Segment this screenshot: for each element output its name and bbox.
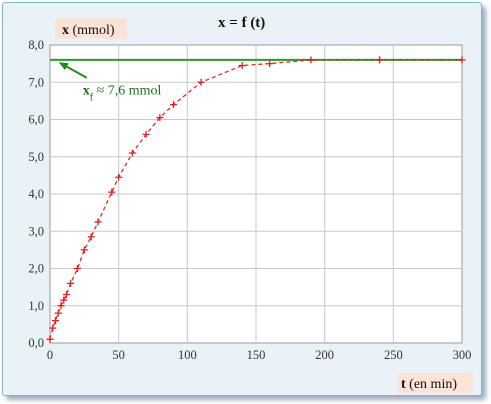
x-tick-label: 50 <box>112 348 125 362</box>
y-tick-label: 4,0 <box>28 187 44 201</box>
data-point <box>266 60 274 68</box>
data-point <box>156 114 164 122</box>
asymptote-label: xf ≈ 7,6 mmol <box>83 84 162 104</box>
data-point <box>46 335 54 343</box>
data-point <box>73 265 81 272</box>
x-tick-label: 150 <box>247 348 266 362</box>
y-tick-label: 6,0 <box>28 113 44 127</box>
data-point <box>128 149 136 157</box>
data-point <box>142 130 150 138</box>
y-tick-label: 3,0 <box>28 224 44 238</box>
data-point <box>57 302 65 310</box>
data-point <box>62 291 70 299</box>
data-point <box>51 317 59 325</box>
x-axis-label-box <box>397 373 473 393</box>
data-point <box>67 279 75 287</box>
data-point <box>376 56 384 64</box>
y-tick-label: 8,0 <box>28 38 44 52</box>
x-tick-label: 200 <box>315 348 334 362</box>
grid <box>50 45 462 343</box>
y-axis-label-box <box>55 18 127 39</box>
data-point <box>108 188 116 196</box>
series-line <box>49 59 462 340</box>
data-point <box>49 324 57 332</box>
data-point <box>238 61 246 69</box>
chart-title: x = f (t) <box>218 15 265 31</box>
y-tick-label: 1,0 <box>28 299 44 313</box>
x-tick-label: 100 <box>178 348 197 362</box>
x-tick-label: 250 <box>384 348 403 362</box>
data-point <box>94 218 102 226</box>
data-point <box>197 78 205 86</box>
asymptote-arrow <box>58 62 88 79</box>
data-point <box>115 173 123 181</box>
data-point <box>54 309 62 317</box>
x-axis-label: t (en min) <box>401 377 457 392</box>
data-point <box>170 101 178 109</box>
y-tick-label: 2,0 <box>28 262 44 276</box>
y-tick-labels: 0,0 1,0 2,0 3,0 4,0 5,0 6,0 7,0 8,0 <box>28 38 44 350</box>
y-tick-label: 7,0 <box>28 75 44 89</box>
x-tick-labels: 0 50 100 150 200 250 300 <box>47 348 472 362</box>
data-point <box>458 56 466 64</box>
y-tick-label: 0,0 <box>28 336 44 350</box>
y-axis-label: x (mmol) <box>62 23 115 38</box>
data-point <box>80 246 88 254</box>
y-tick-label: 5,0 <box>28 150 44 164</box>
data-point <box>60 296 68 304</box>
x-tick-label: 300 <box>453 348 472 362</box>
x-tick-label: 0 <box>47 348 53 362</box>
data-point <box>307 56 315 64</box>
data-point <box>87 233 95 241</box>
series <box>46 56 466 343</box>
